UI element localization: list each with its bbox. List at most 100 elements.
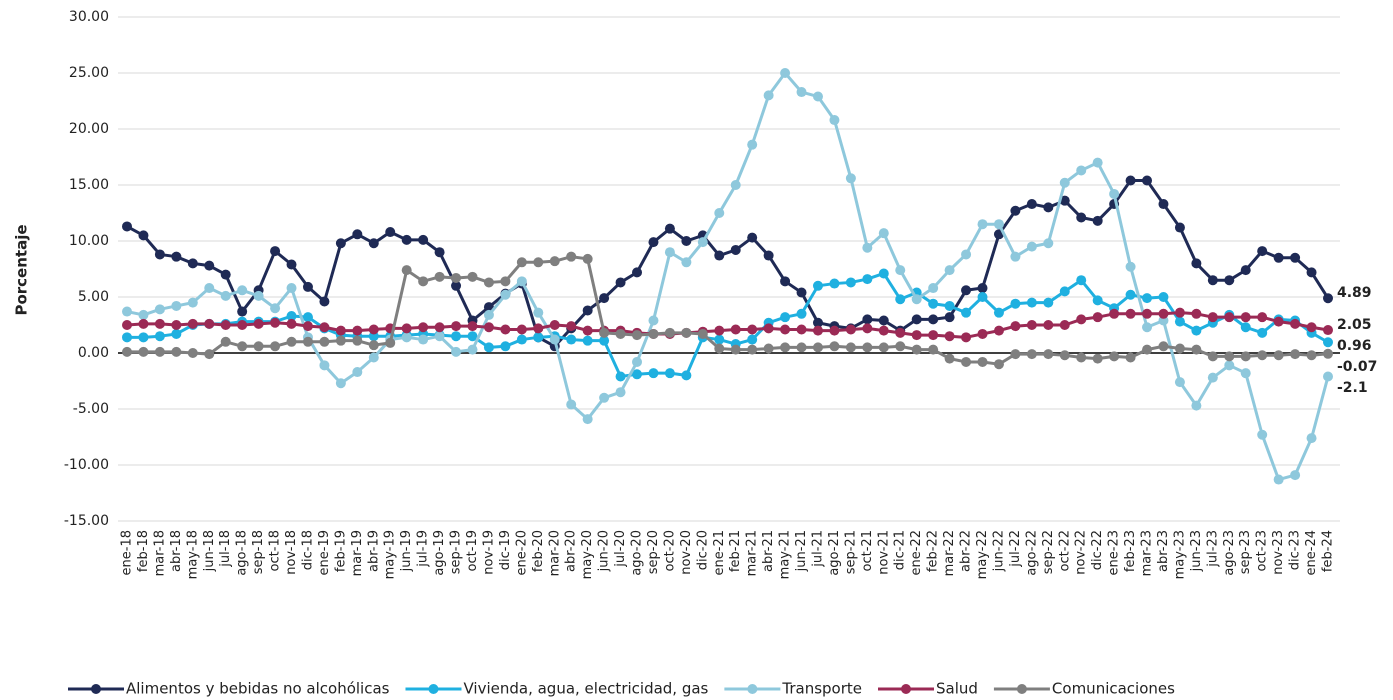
point	[977, 219, 988, 230]
point	[138, 332, 149, 343]
point	[648, 237, 659, 248]
point	[187, 297, 198, 308]
point	[451, 280, 462, 291]
y-tick-label: 25.00	[69, 65, 109, 81]
point	[204, 318, 215, 329]
point	[1076, 314, 1087, 325]
point	[862, 274, 873, 285]
point	[1059, 195, 1070, 206]
point	[730, 324, 741, 335]
point	[171, 328, 182, 339]
point	[599, 392, 610, 403]
point	[1290, 349, 1301, 360]
point	[1043, 349, 1054, 360]
x-tick-label: ene-21	[712, 530, 727, 575]
x-tick-label: may-21	[778, 530, 793, 579]
y-axis-label: Porcentaje	[13, 224, 31, 315]
point	[615, 387, 626, 398]
point	[993, 219, 1004, 230]
point	[1224, 351, 1235, 362]
point	[533, 307, 544, 318]
point	[154, 304, 165, 315]
x-tick-label: mar-21	[745, 530, 760, 576]
point	[1158, 292, 1169, 302]
point	[681, 327, 692, 338]
x-tick-label: oct-18	[268, 530, 283, 571]
point	[648, 328, 659, 339]
point	[1026, 241, 1037, 252]
point	[1059, 286, 1070, 297]
x-tick-label: nov-23	[1271, 530, 1286, 575]
legend-label: Transporte	[781, 680, 862, 698]
x-tick-label: mar-19	[350, 530, 365, 576]
point	[648, 315, 659, 326]
point	[533, 323, 544, 334]
y-tick-label: -15.00	[64, 513, 109, 529]
x-tick-label: sep-18	[251, 530, 266, 574]
point	[1174, 222, 1185, 233]
point	[911, 344, 922, 355]
point	[911, 330, 922, 341]
point	[286, 311, 297, 322]
y-tick-label: 15.00	[69, 177, 109, 193]
point	[418, 276, 429, 287]
point	[319, 322, 330, 333]
legend-marker	[1016, 684, 1027, 694]
x-tick-label: nov-18	[284, 530, 299, 575]
point	[812, 280, 823, 291]
point	[1207, 312, 1218, 323]
point	[483, 342, 494, 353]
point	[1142, 175, 1153, 186]
point	[928, 283, 939, 294]
x-tick-label: nov-20	[679, 530, 694, 575]
x-tick-label: jun-19	[399, 530, 414, 572]
point	[401, 332, 412, 343]
point	[878, 228, 889, 239]
point	[418, 234, 429, 245]
point	[895, 341, 906, 352]
point	[566, 334, 577, 345]
point	[368, 340, 379, 351]
x-tick-label: ago-23	[1222, 530, 1237, 576]
point	[500, 341, 511, 352]
point	[220, 290, 231, 301]
x-tick-label: ene-24	[1304, 530, 1319, 575]
x-tick-label: oct-21	[860, 530, 875, 571]
point	[516, 257, 527, 268]
point	[582, 305, 593, 316]
point	[1125, 352, 1136, 363]
point	[632, 330, 643, 341]
legend-label: Alimentos y bebidas no alcohólicas	[126, 680, 390, 698]
point	[1191, 308, 1202, 319]
y-tick-label: -5.00	[73, 401, 109, 417]
x-tick-label: sep-20	[646, 530, 661, 574]
point	[1076, 165, 1087, 176]
point	[1142, 293, 1153, 304]
point	[1076, 352, 1087, 363]
point	[714, 250, 725, 261]
point	[862, 242, 873, 253]
point	[730, 344, 741, 355]
point	[1240, 312, 1251, 323]
point	[418, 334, 429, 345]
x-tick-label: feb-24	[1321, 530, 1336, 572]
point	[1059, 350, 1070, 361]
point	[138, 318, 149, 329]
x-tick-label: dic-22	[1090, 530, 1105, 570]
x-tick-label: abr-18	[169, 530, 184, 572]
point	[1273, 350, 1284, 361]
point	[1076, 275, 1087, 286]
point	[237, 285, 248, 296]
point	[1273, 316, 1284, 327]
point	[845, 342, 856, 353]
point	[138, 230, 149, 241]
x-tick-label: jun-20	[597, 530, 612, 572]
point	[1125, 261, 1136, 272]
point	[352, 229, 363, 240]
point	[944, 265, 955, 276]
x-tick-label: may-19	[383, 530, 398, 579]
point	[928, 344, 939, 355]
point	[533, 257, 544, 268]
point	[944, 312, 955, 323]
